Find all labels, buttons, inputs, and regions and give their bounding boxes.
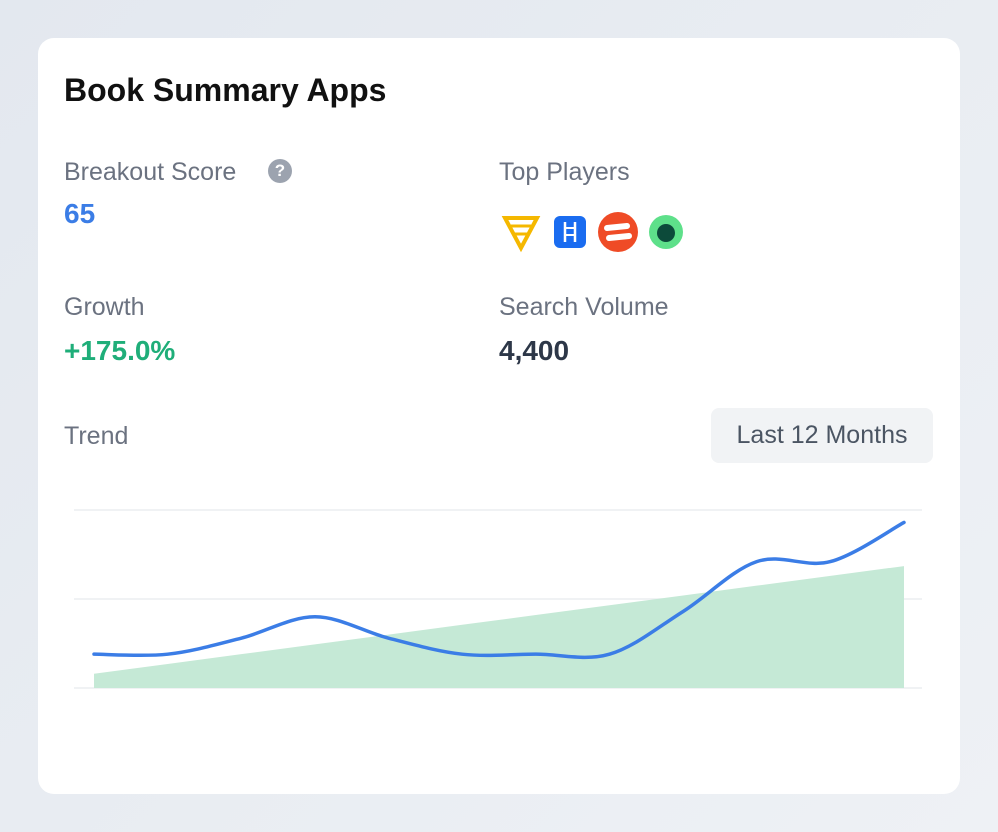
- trend-area: [94, 566, 904, 688]
- metric-label: Growth: [64, 293, 145, 321]
- player-icon[interactable]: [554, 216, 586, 248]
- trend-line: [92, 520, 906, 660]
- metric-value: 4,400: [499, 335, 570, 366]
- metric-value: 65: [64, 198, 96, 229]
- range-button[interactable]: Last 12 Months: [711, 408, 933, 463]
- player-icon[interactable]: [501, 216, 541, 253]
- trend-label: Trend: [64, 422, 129, 450]
- metric-value: +175.0%: [64, 335, 176, 366]
- metric-label: Breakout Score: [64, 158, 237, 186]
- help-icon[interactable]: ?: [268, 159, 292, 183]
- metric-label: Top Players: [499, 158, 630, 186]
- card-title: Book Summary Apps: [64, 72, 387, 108]
- player-icon[interactable]: [598, 212, 638, 252]
- player-icons: [501, 212, 683, 253]
- player-icon[interactable]: [649, 215, 683, 249]
- metric-label: Search Volume: [499, 293, 669, 321]
